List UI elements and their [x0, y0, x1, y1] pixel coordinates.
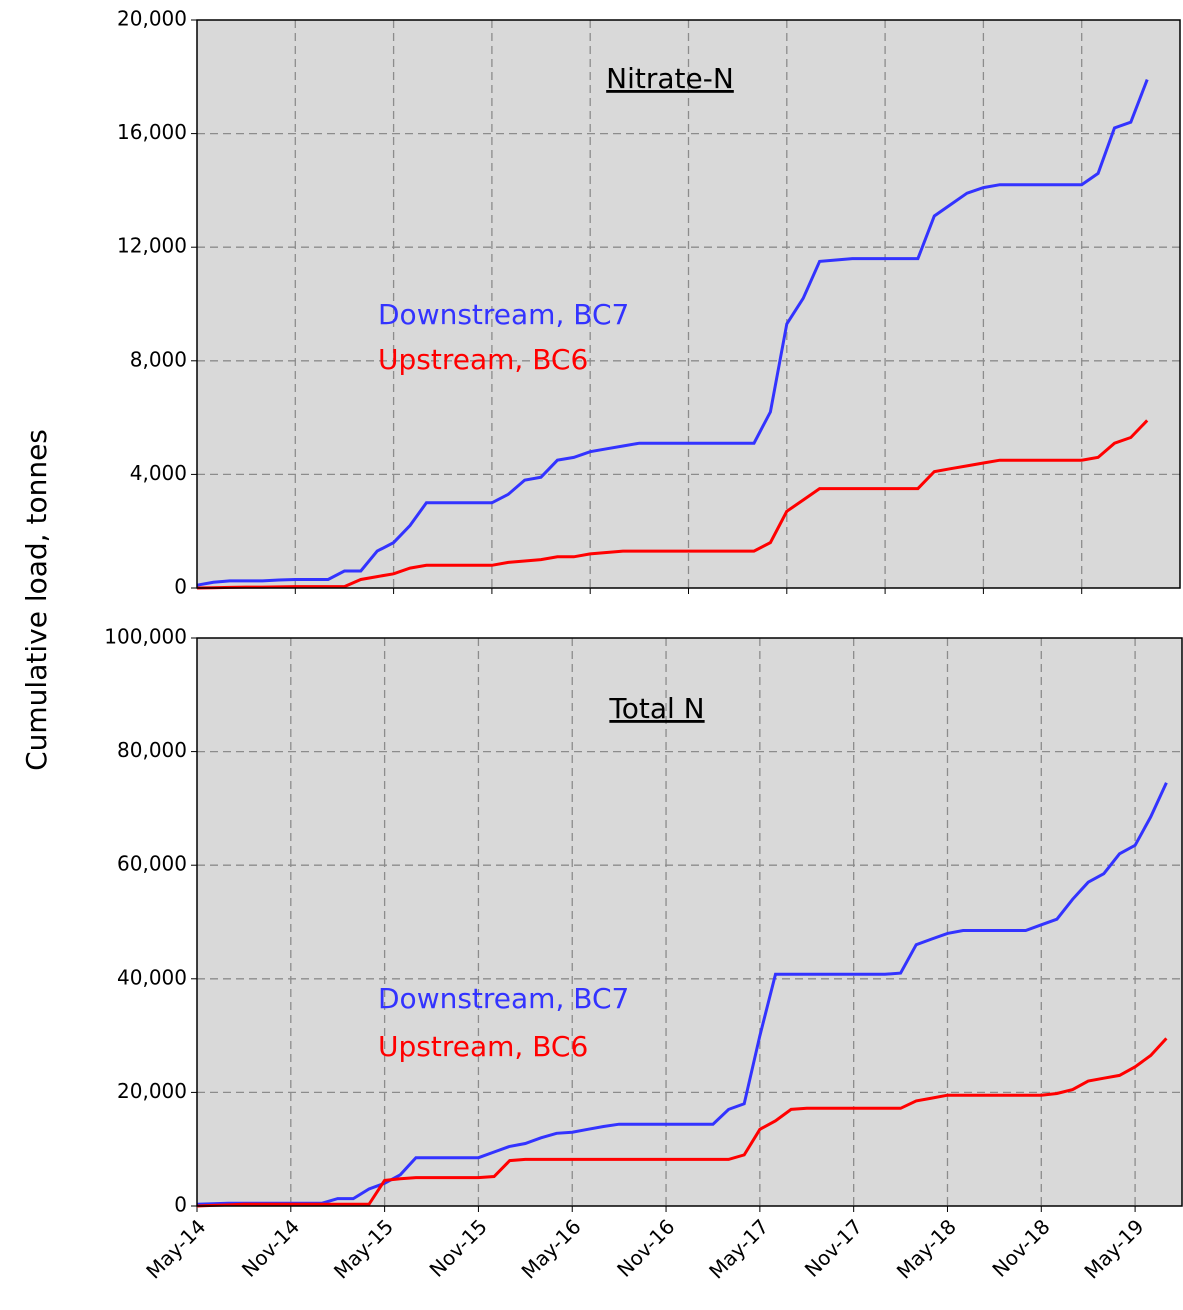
x-tick-label: May-19: [1079, 1214, 1148, 1283]
x-tick-label: Nov-18: [987, 1214, 1054, 1281]
y-tick-label: 40,000: [117, 965, 187, 989]
y-tick-label: 100,000: [104, 625, 187, 649]
x-tick-label: Nov-17: [800, 1214, 867, 1281]
legend-label: Upstream, BC6: [378, 1030, 588, 1063]
x-tick-label: May-16: [517, 1214, 586, 1283]
y-tick-label: 16,000: [117, 120, 187, 144]
x-tick-label: May-18: [892, 1214, 961, 1283]
x-tick-label: Nov-16: [612, 1214, 679, 1281]
chart-title: Nitrate-N: [606, 62, 734, 95]
x-tick-label: May-14: [141, 1214, 210, 1283]
x-tick-label: Nov-15: [425, 1214, 492, 1281]
y-tick-label: 4,000: [130, 461, 187, 485]
y-tick-label: 60,000: [117, 852, 187, 876]
legend-label: Downstream, BC7: [378, 298, 629, 331]
series-line: [196, 419, 1149, 590]
series-line: [196, 1037, 1168, 1208]
series-line: [196, 782, 1168, 1206]
chart-title: Total N: [608, 692, 704, 725]
plot-frame: [196, 637, 1183, 1207]
plot-area: [197, 638, 1182, 1206]
series-line: [196, 79, 1149, 587]
plot-frame: [196, 19, 1181, 589]
y-tick-label: 80,000: [117, 738, 187, 762]
y-tick-label: 20,000: [117, 7, 187, 31]
legend-label: Upstream, BC6: [378, 343, 588, 376]
x-tick-label: Nov-14: [237, 1214, 304, 1281]
y-tick-label: 0: [174, 575, 187, 599]
x-tick-label: May-17: [704, 1214, 773, 1283]
x-tick-label: May-15: [329, 1214, 398, 1283]
y-tick-label: 8,000: [130, 347, 187, 371]
y-tick-label: 0: [174, 1193, 187, 1217]
y-axis-label: Cumulative load, tonnes: [20, 429, 53, 771]
legend-label: Downstream, BC7: [378, 982, 629, 1015]
y-tick-label: 20,000: [117, 1079, 187, 1103]
y-tick-label: 12,000: [117, 234, 187, 258]
